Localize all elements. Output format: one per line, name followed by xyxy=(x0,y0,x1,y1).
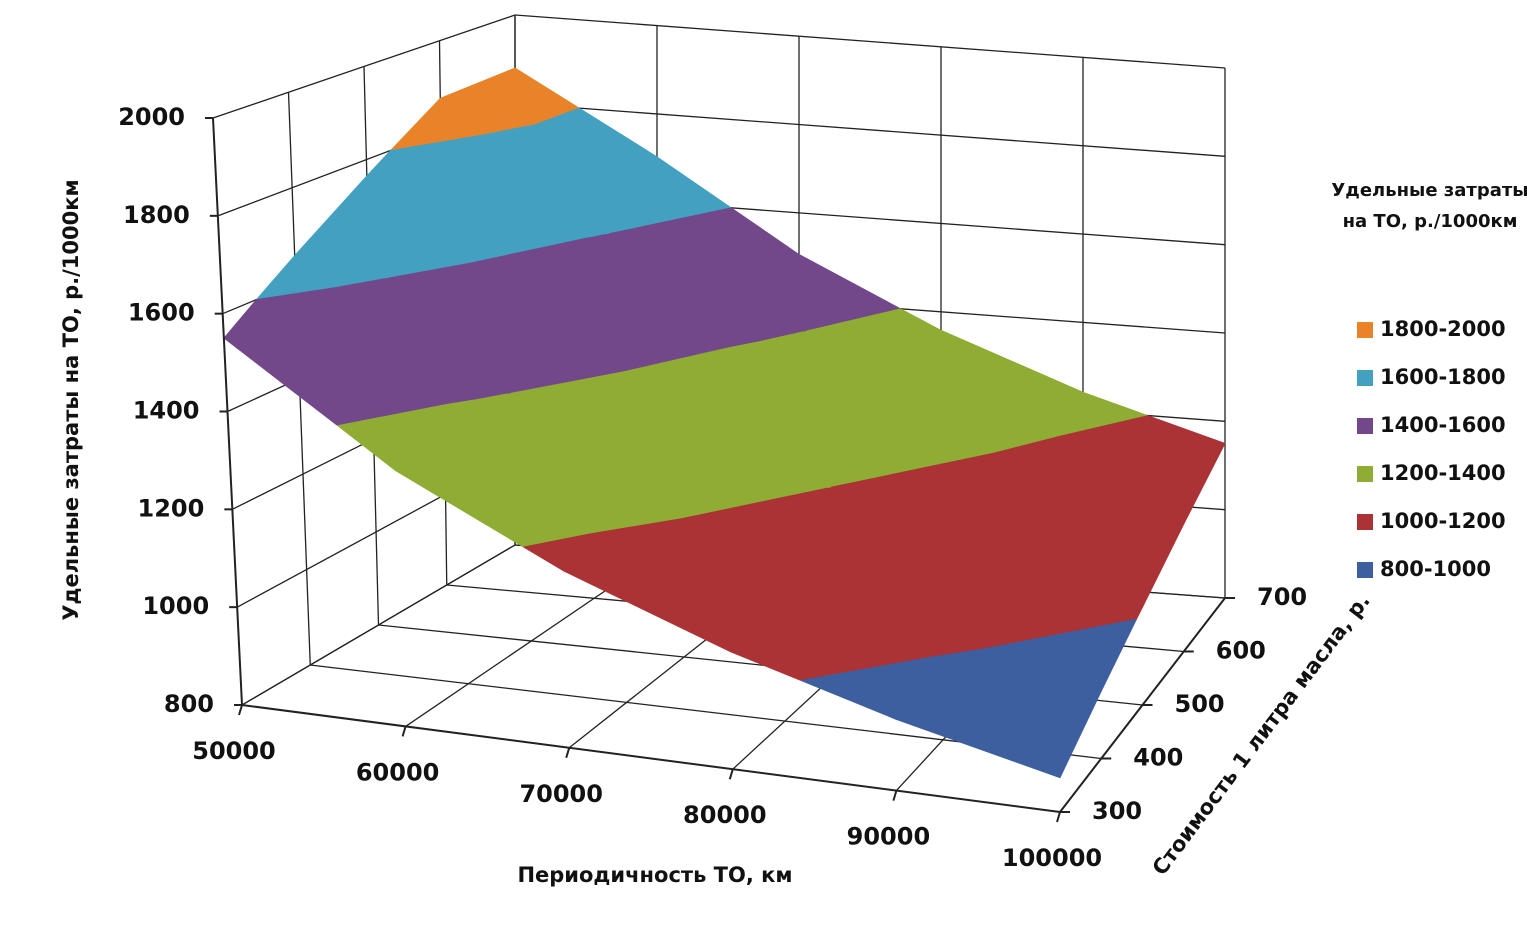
x-tick-label: 80000 xyxy=(683,801,767,829)
surface-patch xyxy=(608,207,800,255)
z-tick-label: 800 xyxy=(164,690,214,718)
z-tick-label: 1600 xyxy=(128,299,195,327)
legend-swatch xyxy=(1357,418,1373,434)
surface-patch xyxy=(730,568,943,653)
x-tick xyxy=(892,790,898,801)
z-tick-label: 1400 xyxy=(133,397,200,425)
legend-title: Удельные затраты на ТО, р./1000км xyxy=(1331,180,1527,232)
surface-patch xyxy=(895,648,1102,720)
legend-label: 1800-2000 xyxy=(1380,317,1506,341)
x-axis xyxy=(241,704,1061,813)
surface-patch xyxy=(223,287,460,389)
x-tick-label: 60000 xyxy=(356,758,440,786)
surface-patch xyxy=(941,551,1143,636)
surface-patch xyxy=(524,235,740,331)
surface-patch xyxy=(834,452,1037,488)
y-tick-label: 500 xyxy=(1175,690,1225,718)
x-tick-label: 70000 xyxy=(519,780,603,808)
y-axis-title: Стоимость 1 литра масла, р. xyxy=(1148,589,1375,880)
y-tick-label: 700 xyxy=(1257,583,1307,611)
x-tick-label: 90000 xyxy=(847,823,931,851)
legend-label: 1600-1800 xyxy=(1380,365,1506,389)
z-tick-label: 1000 xyxy=(142,592,209,620)
legend-label: 1000-1200 xyxy=(1380,509,1506,533)
y-tick-label: 300 xyxy=(1092,797,1142,825)
grid-line xyxy=(514,14,1226,69)
legend-swatch xyxy=(1357,514,1373,530)
z-axis xyxy=(212,117,243,706)
axes: 800 1000 1200 1400 1600 1800 2000 50000 60000 700… xyxy=(118,103,1307,872)
surface-patch xyxy=(534,107,658,158)
surface-patch xyxy=(563,518,783,572)
surface-patch xyxy=(366,134,591,232)
x-tick-label: 50000 xyxy=(192,737,276,765)
surface-patch xyxy=(387,262,525,310)
legend-label: 1400-1600 xyxy=(1380,413,1506,437)
y-tick-label: 600 xyxy=(1216,637,1266,665)
surface-patch xyxy=(887,329,1084,409)
surface-patch xyxy=(679,340,889,409)
surface xyxy=(223,67,1226,779)
legend-swatch xyxy=(1357,466,1373,482)
legend: 1800-2000 1600-1800 1400-1600 1200-1400 1000… xyxy=(1357,317,1506,581)
x-tick xyxy=(401,726,407,737)
surface-patch xyxy=(1035,415,1226,472)
grid-line xyxy=(514,102,1226,157)
x-tick xyxy=(728,768,734,780)
x-tick xyxy=(1056,811,1061,823)
legend-swatch xyxy=(1357,562,1373,578)
legend-label: 800-1000 xyxy=(1380,557,1491,581)
y-tick-label: 400 xyxy=(1133,744,1183,772)
x-axis-title: Периодичность ТО, км xyxy=(517,863,792,887)
legend-swatch xyxy=(1357,322,1373,338)
surface-patch xyxy=(805,308,942,332)
surface-patch xyxy=(830,486,836,488)
z-tick-label: 2000 xyxy=(118,103,185,131)
surface-patch xyxy=(782,486,990,569)
z-tick-label: 1800 xyxy=(123,201,190,229)
surface-patch xyxy=(509,371,681,409)
z-axis-title: Удельные затраты на ТО, р./1000км xyxy=(59,179,83,620)
z-tick-label: 1200 xyxy=(138,494,205,522)
x-tick xyxy=(565,747,571,759)
legend-label: 1200-1400 xyxy=(1380,461,1506,485)
surface-patch xyxy=(988,470,1185,553)
legend-swatch xyxy=(1357,370,1373,386)
x-tick xyxy=(238,704,243,716)
surface-patch xyxy=(395,398,623,490)
x-tick-label: 100000 xyxy=(1002,844,1102,872)
